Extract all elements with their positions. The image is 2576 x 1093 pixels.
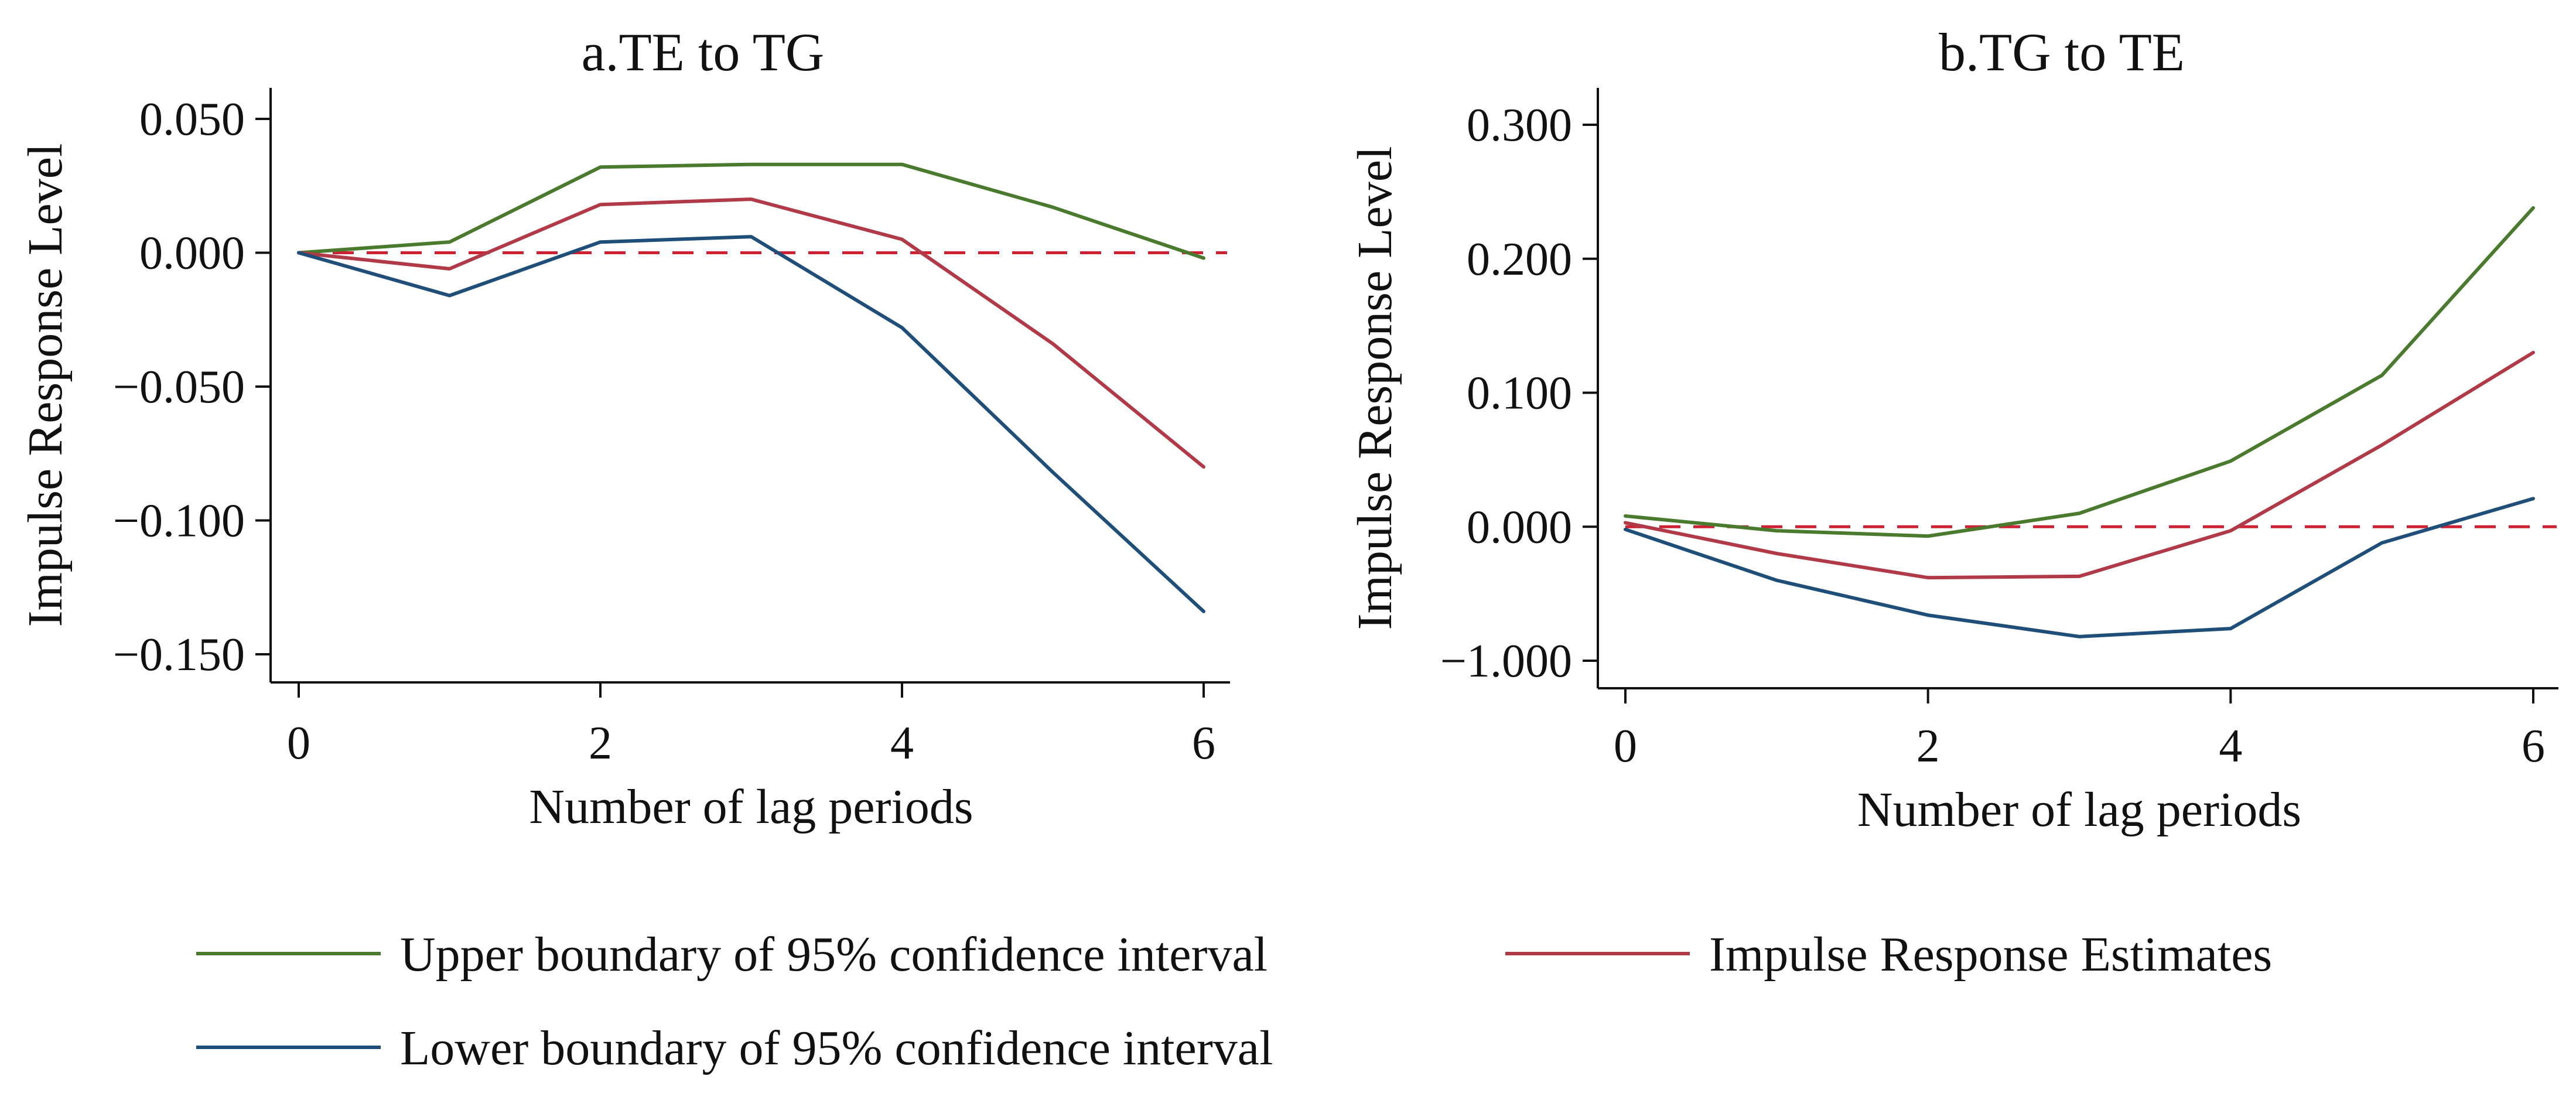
legend: Upper boundary of 95% confidence interva… <box>196 927 2272 1075</box>
y-tick-label: 0.300 <box>1467 100 1572 151</box>
y-tick-label: −0.150 <box>113 629 245 681</box>
series-line-upper <box>1624 206 2535 538</box>
y-tick-label: 0.000 <box>1467 501 1572 553</box>
series-line-upper <box>297 162 1205 260</box>
series-line-estimate <box>1624 350 2535 580</box>
x-tick-label: 2 <box>1916 720 1940 772</box>
x-axis-label: Number of lag periods <box>1857 783 2301 837</box>
panel-b: b.TG to TE 0.300 0.200 0.100 0.000 −1.000 0 2 4 6… <box>1348 22 2558 837</box>
series-line-estimate <box>297 197 1205 469</box>
series-line-lower <box>297 235 1205 613</box>
y-tick-label: −0.050 <box>113 361 245 413</box>
y-axis-label: Impulse Response Level <box>18 144 73 627</box>
series-line-lower <box>1624 497 2535 638</box>
y-tick-label: −0.100 <box>113 496 245 547</box>
x-tick-label: 6 <box>1192 718 1215 769</box>
chart-title: a.TE to TG <box>582 22 825 82</box>
y-tick-label: −1.000 <box>1440 636 1572 687</box>
chart-title: b.TG to TE <box>1939 22 2185 82</box>
legend-label-estimate: Impulse Response Estimates <box>1709 927 2272 982</box>
y-axis-label: Impulse Response Level <box>1348 146 1402 630</box>
x-tick-label: 2 <box>589 718 612 769</box>
y-tick-label: 0.200 <box>1467 234 1572 285</box>
y-tick-label: 0.000 <box>139 228 245 279</box>
x-tick-label: 6 <box>2522 720 2545 772</box>
y-tick-label: 0.050 <box>139 94 245 145</box>
y-tick-label: 0.100 <box>1467 368 1572 419</box>
x-tick-label: 0 <box>287 718 310 769</box>
panel-a: a.TE to TG 0.050 0.000 −0.050 −0.100 −0.150 0 2… <box>18 22 1230 834</box>
x-tick-label: 4 <box>2219 720 2242 772</box>
x-tick-label: 0 <box>1614 720 1637 772</box>
x-tick-label: 4 <box>890 718 914 769</box>
legend-label-lower: Lower boundary of 95% confidence interva… <box>400 1021 1273 1075</box>
x-axis-label: Number of lag periods <box>529 780 973 834</box>
legend-label-upper: Upper boundary of 95% confidence interva… <box>400 927 1267 982</box>
